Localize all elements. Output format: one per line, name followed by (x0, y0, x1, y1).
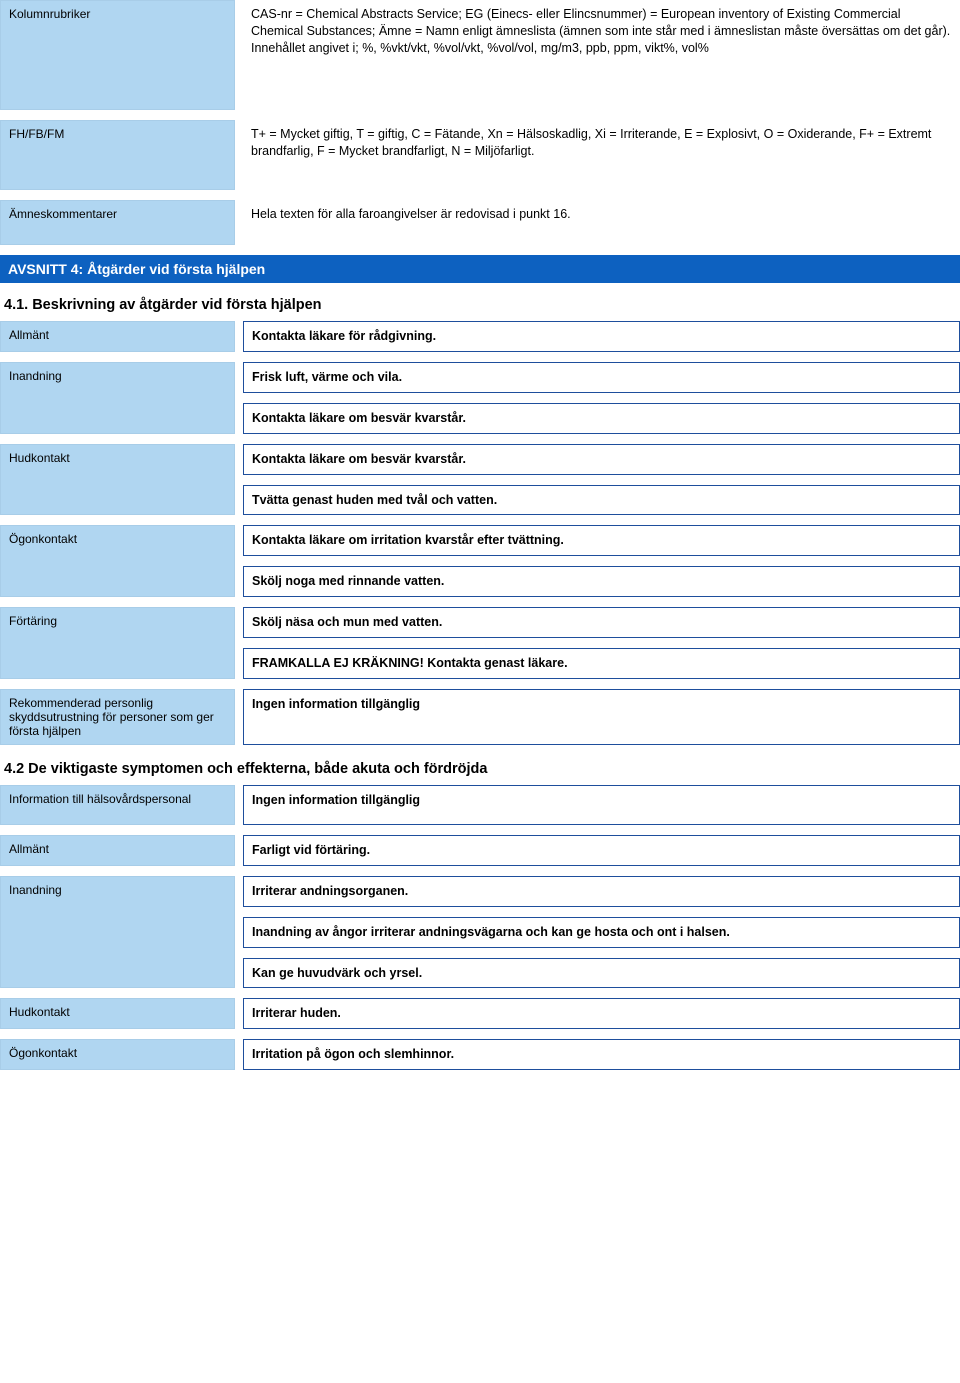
label-allmant: Allmänt (0, 321, 235, 352)
row-hudkontakt2: Hudkontakt Irriterar huden. (0, 998, 960, 1029)
value-ogonkontakt-1: Kontakta läkare om irritation kvarstår e… (243, 525, 960, 556)
label-ogonkontakt: Ögonkontakt (0, 525, 235, 597)
row-ogonkontakt: Ögonkontakt Kontakta läkare om irritatio… (0, 525, 960, 597)
label-inandning2: Inandning (0, 876, 235, 989)
value-kolumnrubriker: CAS-nr = Chemical Abstracts Service; EG … (243, 0, 960, 110)
row-hudkontakt: Hudkontakt Kontakta läkare om besvär kva… (0, 444, 960, 516)
row-inandning: Inandning Frisk luft, värme och vila. Ko… (0, 362, 960, 434)
row-info-halso: Information till hälsovårdspersonal Inge… (0, 785, 960, 825)
page-container: Kolumnrubriker CAS-nr = Chemical Abstrac… (0, 0, 960, 1070)
value-inandning2-1: Irriterar andningsorganen. (243, 876, 960, 907)
value-fortaring-2: FRAMKALLA EJ KRÄKNING! Kontakta genast l… (243, 648, 960, 679)
subheading-4-2: 4.2 De viktigaste symptomen och effekter… (0, 755, 960, 785)
row-fortaring: Förtäring Skölj näsa och mun med vatten.… (0, 607, 960, 679)
label-allmant2: Allmänt (0, 835, 235, 866)
row-fhfbfm: FH/FB/FM T+ = Mycket giftig, T = giftig,… (0, 120, 960, 190)
label-ogonkontakt2: Ögonkontakt (0, 1039, 235, 1070)
value-hudkontakt2: Irriterar huden. (243, 998, 960, 1029)
label-fortaring: Förtäring (0, 607, 235, 679)
value-inandning2-3: Kan ge huvudvärk och yrsel. (243, 958, 960, 989)
row-allmant: Allmänt Kontakta läkare för rådgivning. (0, 321, 960, 352)
row-kolumnrubriker: Kolumnrubriker CAS-nr = Chemical Abstrac… (0, 0, 960, 110)
value-info-halso: Ingen information tillgänglig (243, 785, 960, 825)
row-rekommenderad: Rekommenderad personlig skyddsutrustning… (0, 689, 960, 745)
value-hudkontakt-group: Kontakta läkare om besvär kvarstår. Tvät… (243, 444, 960, 516)
label-hudkontakt2: Hudkontakt (0, 998, 235, 1029)
subheading-4-1: 4.1. Beskrivning av åtgärder vid första … (0, 291, 960, 321)
value-hudkontakt-1: Kontakta läkare om besvär kvarstår. (243, 444, 960, 475)
section-4-banner: AVSNITT 4: Åtgärder vid första hjälpen (0, 255, 960, 283)
label-fhfbfm: FH/FB/FM (0, 120, 235, 190)
label-rekommenderad: Rekommenderad personlig skyddsutrustning… (0, 689, 235, 745)
value-rekommenderad: Ingen information tillgänglig (243, 689, 960, 745)
value-hudkontakt-2: Tvätta genast huden med tvål och vatten. (243, 485, 960, 516)
value-fortaring-1: Skölj näsa och mun med vatten. (243, 607, 960, 638)
value-allmant: Kontakta läkare för rådgivning. (243, 321, 960, 352)
value-inandning-2: Kontakta läkare om besvär kvarstår. (243, 403, 960, 434)
row-ogonkontakt2: Ögonkontakt Irritation på ögon och slemh… (0, 1039, 960, 1070)
value-inandning-group: Frisk luft, värme och vila. Kontakta läk… (243, 362, 960, 434)
row-amneskommentarer: Ämneskommentarer Hela texten för alla fa… (0, 200, 960, 245)
label-inandning: Inandning (0, 362, 235, 434)
value-inandning2-2: Inandning av ångor irriterar andningsväg… (243, 917, 960, 948)
value-fhfbfm: T+ = Mycket giftig, T = giftig, C = Fäta… (243, 120, 960, 190)
value-ogonkontakt2: Irritation på ögon och slemhinnor. (243, 1039, 960, 1070)
label-amneskommentarer: Ämneskommentarer (0, 200, 235, 245)
row-inandning2: Inandning Irriterar andningsorganen. Ina… (0, 876, 960, 989)
label-hudkontakt: Hudkontakt (0, 444, 235, 516)
value-allmant2: Farligt vid förtäring. (243, 835, 960, 866)
value-inandning2-group: Irriterar andningsorganen. Inandning av … (243, 876, 960, 989)
label-kolumnrubriker: Kolumnrubriker (0, 0, 235, 110)
value-ogonkontakt-group: Kontakta läkare om irritation kvarstår e… (243, 525, 960, 597)
value-ogonkontakt-2: Skölj noga med rinnande vatten. (243, 566, 960, 597)
row-allmant2: Allmänt Farligt vid förtäring. (0, 835, 960, 866)
value-amneskommentarer: Hela texten för alla faroangivelser är r… (243, 200, 960, 245)
value-inandning-1: Frisk luft, värme och vila. (243, 362, 960, 393)
label-info-halso: Information till hälsovårdspersonal (0, 785, 235, 825)
value-fortaring-group: Skölj näsa och mun med vatten. FRAMKALLA… (243, 607, 960, 679)
